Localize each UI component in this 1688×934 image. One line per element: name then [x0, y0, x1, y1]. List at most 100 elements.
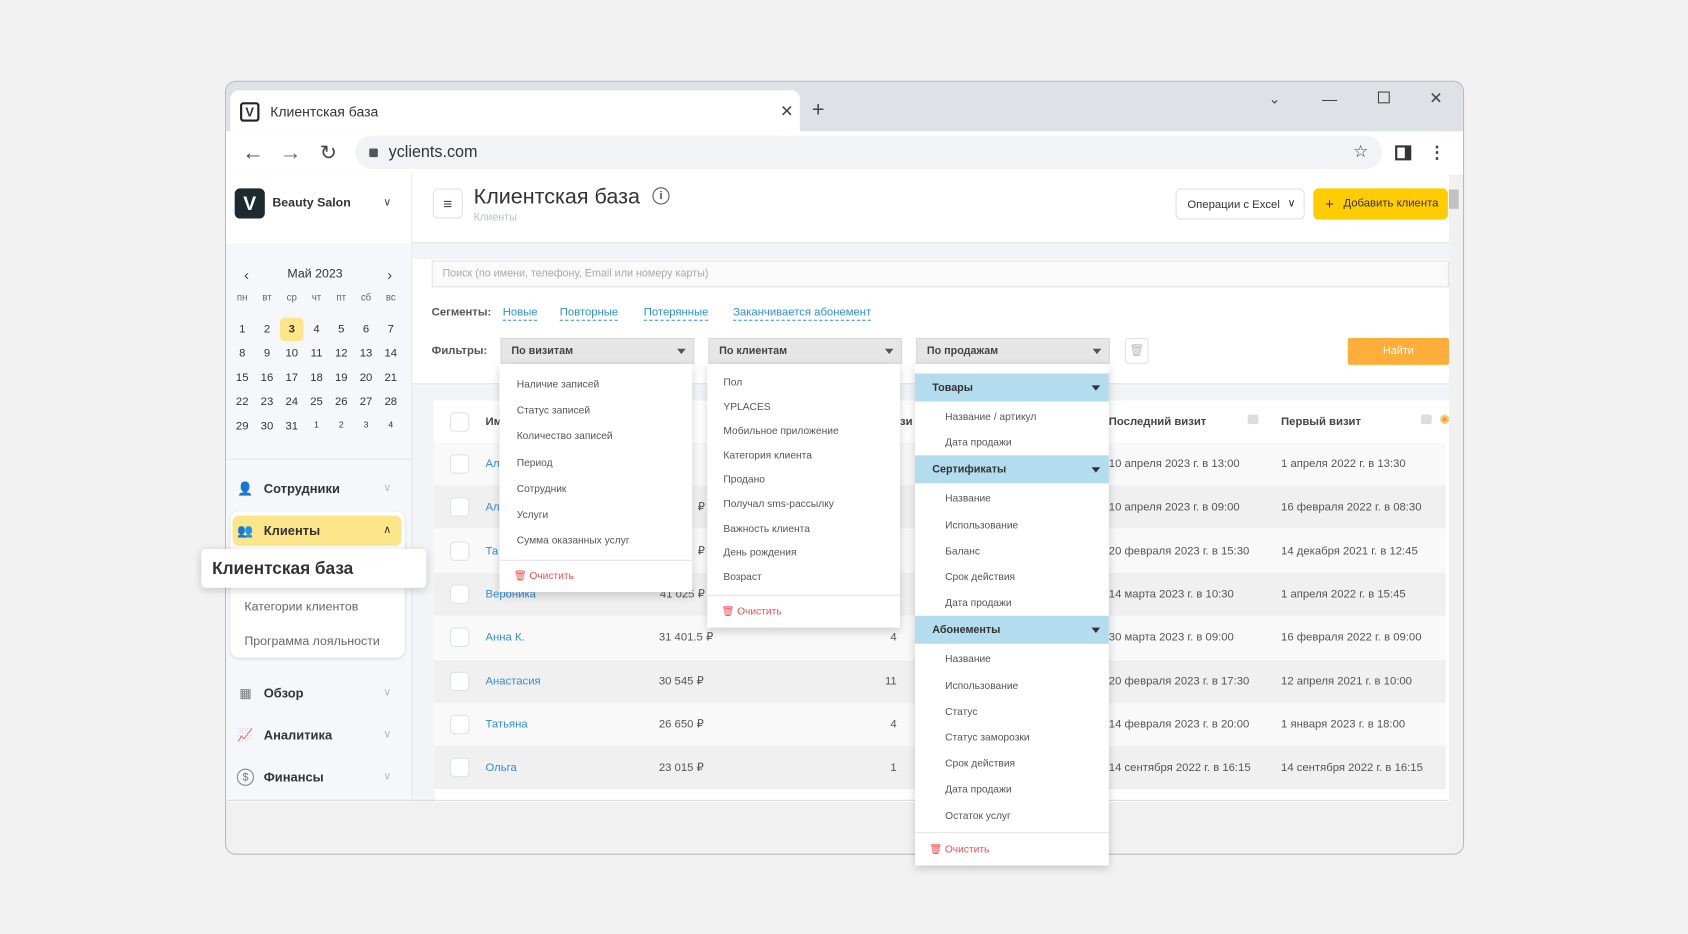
calendar-day-selected[interactable]: 3 — [279, 317, 304, 342]
clients-filter-option[interactable]: Пол — [723, 376, 743, 389]
calendar-day[interactable]: 13 — [359, 346, 373, 360]
calendar-day[interactable]: 18 — [310, 371, 323, 385]
clients-filter-option[interactable]: Получал sms-рассылку — [723, 498, 834, 511]
calendar-day[interactable]: 22 — [235, 395, 249, 408]
clear-filter-button[interactable]: 🗑 Очистить — [721, 606, 781, 618]
sales-filter-option[interactable]: Дата продажи — [945, 784, 1012, 796]
close-tab-icon[interactable]: ✕ — [780, 102, 794, 121]
visits-filter-option[interactable]: Период — [516, 457, 553, 469]
clear-filter-button[interactable]: 🗑 Очистить — [929, 844, 989, 856]
calendar-day[interactable]: 11 — [310, 346, 323, 360]
client-name-link[interactable]: Вероника — [485, 587, 536, 601]
back-icon[interactable]: ← — [242, 140, 264, 165]
visits-filter-option[interactable]: Сумма оказанных услуг — [516, 535, 630, 548]
calendar-day[interactable]: 1 — [314, 419, 319, 430]
calendar-day[interactable]: 2 — [263, 322, 271, 336]
company-header[interactable]: V Beauty Salon ∨ — [226, 173, 412, 244]
segment-link[interactable]: Новые — [502, 305, 538, 321]
sales-group-header[interactable]: Товары — [915, 373, 1109, 402]
calendar-day[interactable]: 5 — [338, 322, 345, 336]
row-checkbox[interactable] — [449, 757, 470, 778]
new-tab-icon[interactable]: + — [811, 97, 825, 122]
sidebar-item-2[interactable]: ▦ Обзор ∨ — [233, 680, 402, 706]
client-name-link[interactable]: Ал — [485, 500, 500, 514]
visits-filter-option[interactable]: Услуги — [516, 509, 549, 522]
minimize-icon[interactable]: — — [1321, 90, 1338, 108]
clients-filter-option[interactable]: YPLACES — [723, 401, 771, 413]
filter-select-0[interactable]: По визитам — [500, 338, 695, 364]
filter-select-1[interactable]: По клиентам — [708, 338, 903, 364]
excel-operations-button[interactable]: Операции с Excel ∨ — [1175, 188, 1305, 220]
close-window-icon[interactable]: ✕ — [1429, 89, 1443, 108]
sales-filter-option[interactable]: Название — [945, 653, 991, 666]
calendar-day[interactable]: 6 — [362, 322, 370, 336]
clients-filter-option[interactable]: Мобильное приложение — [723, 425, 839, 438]
header-visits[interactable]: зи — [899, 415, 913, 429]
calendar-day[interactable]: 2 — [338, 419, 344, 430]
calendar-day[interactable]: 4 — [388, 419, 394, 430]
calendar-day[interactable]: 16 — [260, 371, 274, 385]
header-name[interactable]: Им — [485, 415, 503, 429]
sales-filter-option[interactable]: Баланс — [945, 545, 980, 558]
client-name-link[interactable]: Татьяна — [485, 717, 528, 731]
sidebar-item-4[interactable]: $ Финансы ∨ — [233, 764, 402, 790]
clear-filters-button[interactable]: 🗑 — [1124, 338, 1149, 364]
header-last-visit[interactable]: Последний визит — [1108, 415, 1207, 429]
calendar-day[interactable]: 27 — [359, 395, 373, 408]
chevron-down-icon[interactable]: ∨ — [383, 196, 392, 209]
segment-link[interactable]: Потерянные — [643, 305, 709, 321]
clients-base-tooltip[interactable]: Клиентская база — [201, 549, 427, 588]
sales-filter-option[interactable]: Использование — [945, 679, 1019, 692]
add-client-button[interactable]: + Добавить клиента — [1313, 188, 1448, 220]
sales-filter-option[interactable]: Срок действия — [945, 571, 1016, 584]
hamburger-button[interactable]: ≡ — [432, 188, 463, 219]
client-name-link[interactable]: Ольга — [485, 761, 517, 775]
filter-select-2[interactable]: По продажам — [916, 338, 1110, 364]
clients-filter-option[interactable]: Важность клиента — [723, 522, 810, 535]
side-panel-icon[interactable] — [1395, 145, 1412, 161]
visits-filter-option[interactable]: Количество записей — [516, 431, 613, 443]
calendar-day[interactable]: 29 — [235, 419, 249, 433]
clients-filter-option[interactable]: Возраст — [723, 571, 762, 584]
sales-filter-option[interactable]: Дата продажи — [945, 597, 1012, 610]
sidebar-item-0[interactable]: 👤 Сотрудники ∨ — [233, 476, 402, 502]
reload-icon[interactable]: ↻ — [319, 141, 337, 165]
breadcrumb[interactable]: Клиенты — [473, 212, 517, 224]
segment-link[interactable]: Заканчивается абонемент — [733, 305, 872, 321]
sidebar-item-3[interactable]: 📈 Аналитика ∨ — [233, 722, 402, 748]
calendar-day[interactable]: 31 — [285, 419, 299, 433]
calendar-day[interactable]: 15 — [235, 371, 249, 385]
prev-month-icon[interactable]: ‹ — [243, 265, 250, 284]
visits-filter-option[interactable]: Наличие записей — [516, 378, 600, 391]
sales-filter-option[interactable]: Статус — [945, 705, 978, 718]
select-all-checkbox[interactable] — [449, 412, 470, 432]
sales-filter-option[interactable]: Название — [945, 493, 991, 506]
sales-filter-option[interactable]: Остаток услуг — [945, 810, 1011, 823]
calendar-day[interactable]: 19 — [334, 371, 348, 385]
calendar-day[interactable]: 20 — [359, 371, 373, 385]
address-bar[interactable]: yclients.com ☆ — [355, 135, 1383, 170]
sidebar-item-1[interactable]: 👥 Клиенты ∧ — [233, 518, 402, 544]
visits-filter-option[interactable]: Сотрудник — [516, 483, 567, 495]
scrollbar[interactable] — [1448, 189, 1459, 209]
row-checkbox[interactable] — [449, 497, 470, 518]
client-name-link[interactable]: Та — [485, 544, 499, 558]
calendar-day[interactable]: 28 — [384, 395, 398, 408]
forward-icon[interactable]: → — [279, 140, 302, 165]
client-name-link[interactable]: Анна К. — [485, 631, 525, 644]
calendar-day[interactable]: 30 — [260, 419, 274, 433]
sales-filter-option[interactable]: Использование — [945, 519, 1019, 532]
row-checkbox[interactable] — [449, 627, 470, 648]
settings-gear-icon[interactable]: ✺ — [1439, 412, 1451, 428]
segment-link[interactable]: Повторные — [559, 305, 619, 321]
visits-filter-option[interactable]: Статус записей — [516, 404, 591, 417]
row-checkbox[interactable] — [449, 541, 470, 561]
sales-group-header[interactable]: Абонементы — [915, 616, 1109, 645]
calendar-day[interactable]: 1 — [239, 322, 246, 336]
submenu-loyalty[interactable]: Программа лояльности — [244, 635, 380, 649]
calendar-day[interactable]: 23 — [260, 395, 274, 408]
calendar-day[interactable]: 21 — [384, 371, 398, 385]
sales-filter-option[interactable]: Дата продажи — [945, 437, 1012, 450]
calendar-day[interactable]: 17 — [285, 371, 299, 385]
calendar-day[interactable]: 14 — [384, 346, 398, 360]
